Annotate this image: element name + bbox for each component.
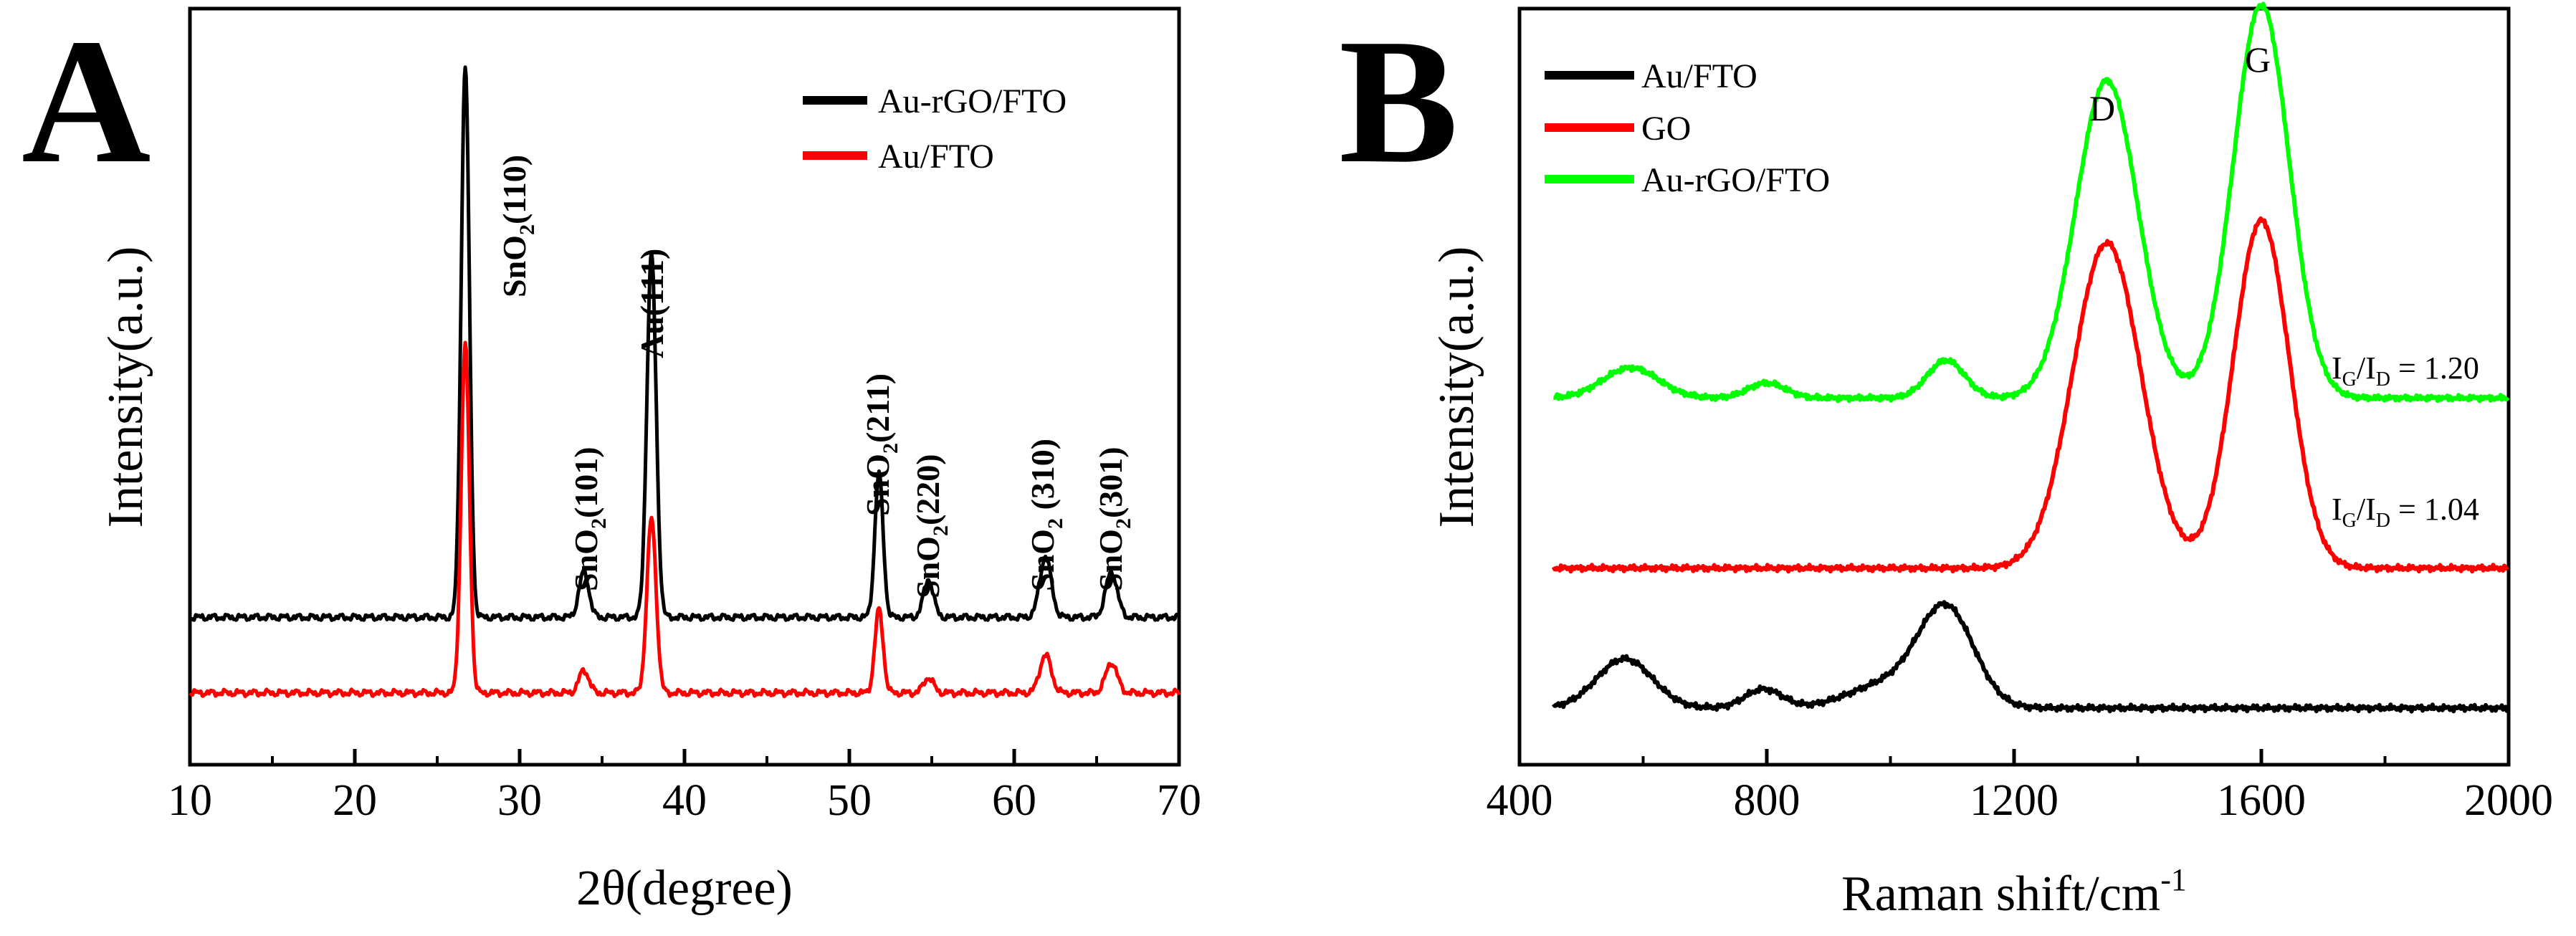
- x-tick-label: 800: [1734, 776, 1800, 825]
- peak-label-subscript: 2: [515, 224, 539, 235]
- peak-label-subscript: 2: [879, 443, 902, 454]
- panel-a-series: [188, 65, 1181, 699]
- panel-b: B 400 800 1200 1600 2000 Au/FTO GO Au-rGO/FT…: [1339, 1, 2553, 922]
- legend-label-au-rgo-fto: Au-rGO/FTO: [878, 82, 1067, 120]
- x-tick-label: 70: [1157, 776, 1201, 825]
- ratio-i: I: [2332, 492, 2342, 527]
- x-tick-label: 400: [1487, 776, 1553, 825]
- peak-label-subscript: 2: [1044, 518, 1067, 529]
- panel-b-y-axis-title: Intensity(a.u.): [1429, 247, 1484, 528]
- x-tick-label: 1200: [1970, 776, 2059, 825]
- panel-a: A 10 20 30 40 50 60 70 Au-rGO/FTO Au/FTO SnO2(…: [22, 2, 1201, 916]
- x-axis-title-superscript: -1: [2160, 862, 2187, 897]
- peak-label-base: SnO: [910, 536, 946, 598]
- xrd-series-au-rgo-fto: [188, 65, 1180, 622]
- panel-b-legend: Au/FTO GO Au-rGO/FTO: [1545, 57, 1830, 199]
- x-tick-label: 20: [333, 776, 377, 825]
- panel-a-ticks: 10 20 30 40 50 60 70: [168, 749, 1201, 825]
- x-tick-label: 50: [827, 776, 872, 825]
- peak-label-subscript: 2: [587, 518, 611, 529]
- panel-a-legend: Au-rGO/FTO Au/FTO: [803, 82, 1067, 176]
- peak-label-g: G: [2245, 39, 2271, 80]
- legend-label-au-rgo-fto: Au-rGO/FTO: [1641, 161, 1830, 199]
- peak-label-base: SnO: [496, 235, 533, 297]
- panel-b-letter: B: [1339, 2, 1459, 201]
- panel-a-letter: A: [22, 2, 151, 201]
- svg-text:Au(111): Au(111): [634, 249, 670, 358]
- panel-b-series: [1551, 1, 2510, 714]
- peak-label-miller: (111): [634, 249, 670, 317]
- x-tick-label: 10: [168, 776, 212, 825]
- panel-b-ticks: 400 800 1200 1600 2000: [1487, 749, 2553, 825]
- raman-series-au-fto: [1552, 600, 2510, 714]
- ratio-annotation-au-rgo-fto: IG/ID = 1.20: [2332, 350, 2479, 391]
- ratio-slash: /: [2357, 492, 2366, 527]
- svg-text:SnO2(301): SnO2(301): [1092, 446, 1135, 591]
- peak-label-base: SnO: [1024, 529, 1061, 591]
- panel-a-plot-frame: [188, 6, 1181, 767]
- peak-label-miller: (110): [496, 155, 533, 224]
- legend-label-au-fto: Au/FTO: [1641, 57, 1757, 95]
- peak-label-miller: (220): [910, 454, 946, 525]
- x-tick-label: 2000: [2464, 776, 2553, 825]
- ratio-sub-d: D: [2376, 510, 2390, 532]
- peak-label-sno2-211: SnO2(211): [859, 373, 902, 516]
- ratio-value: = 1.20: [2390, 350, 2479, 386]
- ratio-i-denominator: I: [2365, 350, 2376, 386]
- legend-label-au-fto: Au/FTO: [878, 138, 994, 176]
- raman-series-au-rgo-fto: [1552, 1, 2510, 403]
- peak-label-au-111: Au(111): [634, 249, 670, 358]
- panel-b-x-axis-title: Raman shift/cm-1: [1841, 862, 2187, 922]
- peak-label-subscript: 2: [929, 525, 953, 536]
- ratio-value: = 1.04: [2390, 492, 2479, 527]
- svg-text:SnO2 (310): SnO2 (310): [1024, 439, 1067, 591]
- xrd-series-au-fto: [189, 340, 1181, 699]
- peak-label-d: D: [2089, 88, 2115, 128]
- svg-text:SnO2(101): SnO2(101): [568, 446, 611, 591]
- raman-series-go: [1551, 216, 2509, 574]
- x-axis-title-base: Raman shift/cm: [1841, 866, 2160, 922]
- x-tick-label: 1600: [2217, 776, 2306, 825]
- peak-label-sno2-101: SnO2(101): [568, 446, 611, 591]
- peak-label-sno2-220: SnO2(220): [910, 454, 953, 598]
- panel-a-x-axis-title: 2θ(degree): [576, 861, 793, 916]
- peak-label-sno2-110: SnO2(110): [496, 155, 539, 297]
- peak-label-sno2-301: SnO2(301): [1092, 446, 1135, 591]
- ratio-sub-g: G: [2342, 510, 2357, 532]
- peak-label-miller: (101): [568, 446, 604, 518]
- ratio-sub-d: D: [2376, 368, 2390, 391]
- peak-label-miller: (211): [859, 373, 896, 443]
- panel-a-y-axis-title: Intensity(a.u.): [98, 247, 153, 528]
- ratio-i-denominator: I: [2365, 492, 2376, 527]
- svg-text:SnO2(220): SnO2(220): [910, 454, 953, 598]
- peak-label-base: SnO: [568, 529, 604, 591]
- ratio-slash: /: [2357, 350, 2366, 386]
- ratio-annotation-go: IG/ID = 1.04: [2332, 492, 2479, 532]
- legend-label-go: GO: [1641, 110, 1691, 148]
- ratio-sub-g: G: [2342, 368, 2357, 391]
- peak-label-subscript: 2: [1112, 518, 1135, 529]
- ratio-i: I: [2332, 350, 2342, 386]
- x-tick-label: 60: [992, 776, 1036, 825]
- peak-label-miller: (310): [1024, 439, 1061, 518]
- svg-text:SnO2(211): SnO2(211): [859, 373, 902, 516]
- peak-label-miller: (301): [1092, 446, 1129, 518]
- x-tick-label: 40: [662, 776, 707, 825]
- x-tick-label: 30: [497, 776, 542, 825]
- peak-label-base: SnO: [1092, 529, 1129, 591]
- peak-label-sno2-310: SnO2 (310): [1024, 439, 1067, 591]
- svg-text:SnO2(110): SnO2(110): [496, 155, 539, 297]
- peak-label-base: SnO: [859, 454, 896, 516]
- peak-label-base: Au: [634, 316, 670, 358]
